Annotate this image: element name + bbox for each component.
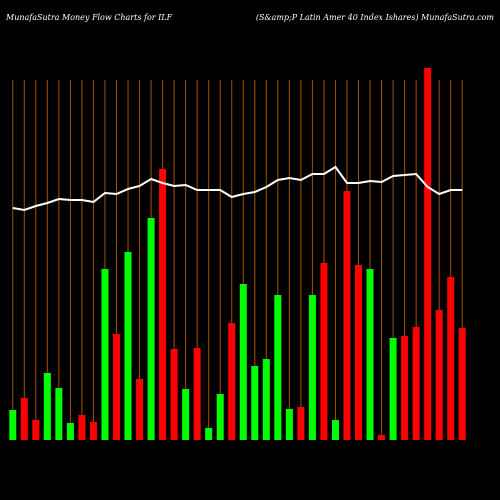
bar	[193, 348, 201, 440]
bar	[308, 295, 316, 440]
price-line	[12, 165, 463, 212]
bar	[285, 409, 293, 440]
bar	[89, 422, 97, 440]
bar	[124, 252, 132, 440]
bar	[66, 423, 74, 440]
bar	[389, 338, 397, 440]
bar	[32, 420, 40, 440]
bar	[9, 410, 17, 440]
bar	[228, 323, 236, 440]
bar	[136, 379, 144, 440]
bar	[101, 269, 109, 440]
bar	[216, 394, 224, 440]
bar	[251, 366, 259, 440]
bar	[412, 327, 420, 440]
bar	[435, 310, 443, 440]
bar	[297, 407, 305, 440]
bar	[239, 284, 247, 440]
bar	[205, 428, 213, 440]
bar	[262, 359, 270, 440]
bar	[182, 389, 190, 440]
bar	[147, 218, 155, 440]
chart-subtitle: (S&amp;P Latin Amer 40 Index Ishares) Mu…	[256, 13, 495, 22]
bar	[447, 277, 455, 440]
bar	[378, 435, 386, 440]
bar	[424, 68, 432, 440]
bar	[320, 263, 328, 440]
bar	[274, 295, 282, 440]
bar	[343, 191, 351, 440]
bar	[170, 349, 178, 440]
bar	[366, 269, 374, 440]
bar	[112, 334, 120, 440]
chart-title: MunafaSutra Money Flow Charts for ILF	[5, 13, 173, 22]
bar	[355, 265, 363, 440]
bar	[331, 420, 339, 440]
bar	[401, 336, 409, 440]
bar	[159, 169, 167, 440]
bar	[78, 415, 86, 440]
bar	[55, 388, 63, 440]
bar	[458, 328, 466, 440]
bar	[20, 398, 28, 440]
bar	[43, 373, 51, 440]
